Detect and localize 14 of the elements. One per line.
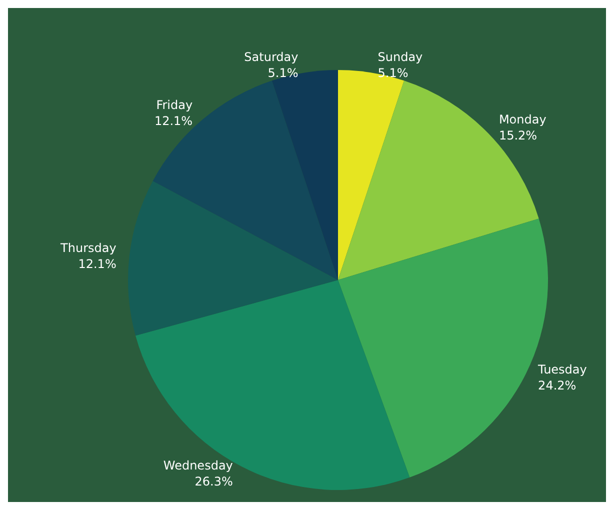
slice-label: Wednesday	[163, 458, 233, 473]
data-label: 5.1%	[378, 66, 408, 80]
slice-label: Saturday	[244, 50, 298, 64]
data-label: 26.3%	[194, 474, 233, 489]
data-label: 5.1%	[268, 66, 298, 80]
data-label: 12.1%	[154, 114, 193, 128]
data-label: 24.2%	[538, 378, 576, 392]
slice-label: Friday	[156, 98, 193, 112]
slice-label: Sunday	[378, 50, 423, 64]
data-label: 12.1%	[78, 256, 116, 271]
slice-label: Thursday	[60, 240, 116, 255]
slice-label: Tuesday	[537, 362, 587, 376]
data-label: 15.2%	[498, 128, 538, 143]
slice-label: Monday	[498, 112, 546, 127]
